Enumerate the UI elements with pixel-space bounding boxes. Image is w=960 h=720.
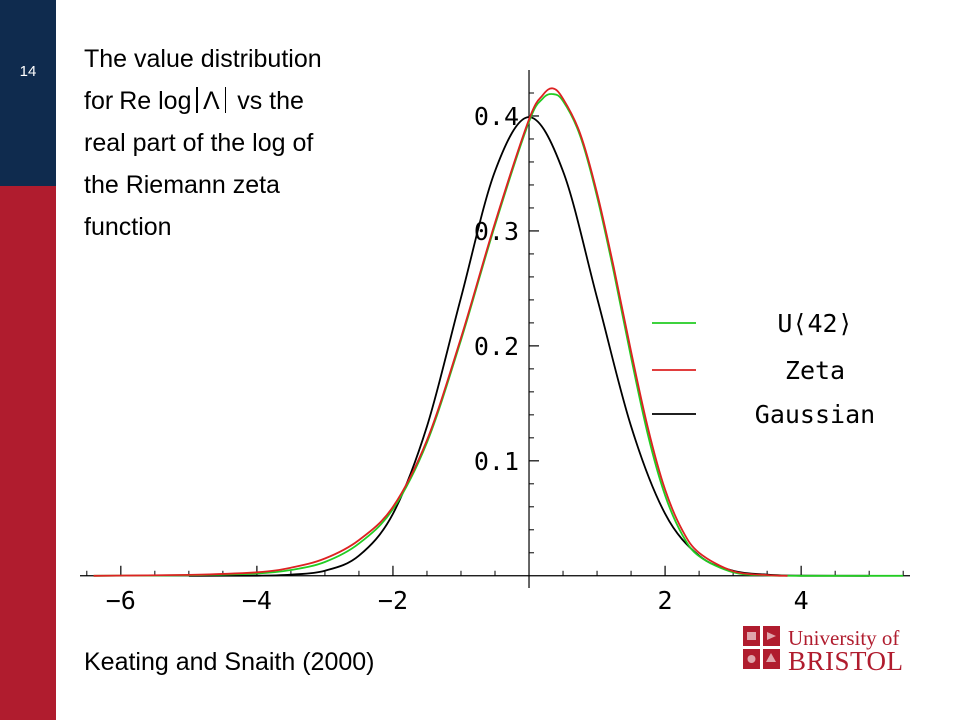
formula-abs-bar-left bbox=[196, 87, 198, 113]
x-tick-label: 2 bbox=[658, 586, 673, 615]
legend-label: Zeta bbox=[785, 356, 845, 385]
y-tick-label: 0.2 bbox=[474, 332, 519, 361]
formula-abs-bar-right bbox=[224, 87, 227, 113]
series-line-zeta bbox=[93, 87, 788, 577]
logo-text-university-of: University of bbox=[788, 626, 900, 650]
formula-re-log-lambda: Re log Λ bbox=[119, 80, 231, 122]
bristol-crest-icon bbox=[743, 626, 780, 669]
citation: Keating and Snaith (2000) bbox=[84, 648, 375, 676]
x-tick-label: 4 bbox=[794, 586, 809, 615]
x-tick-label: −6 bbox=[106, 586, 136, 615]
y-ticks: 0.10.20.30.4 bbox=[474, 92, 540, 554]
x-tick-label: −2 bbox=[378, 586, 408, 615]
x-tick-label: −4 bbox=[242, 586, 272, 615]
formula-lambda: Λ bbox=[202, 87, 220, 115]
y-tick-label: 0.1 bbox=[474, 447, 519, 476]
description-line-4: the Riemann zeta bbox=[84, 171, 280, 199]
formula-log: log bbox=[158, 87, 192, 115]
chart-series bbox=[93, 87, 904, 577]
description-line-5: function bbox=[84, 213, 172, 241]
legend-label: U⟨42⟩ bbox=[777, 309, 852, 338]
sidebar-bottom-band bbox=[0, 186, 56, 720]
chart-legend: U⟨42⟩ Zeta Gaussian bbox=[652, 309, 875, 429]
description-vs-the: vs the bbox=[237, 87, 304, 115]
series-line-u-42 bbox=[93, 93, 904, 577]
logo-text-bristol: BRISTOL bbox=[788, 646, 904, 676]
university-logo: University of BRISTOL bbox=[742, 624, 922, 676]
description-line-1: The value distribution bbox=[84, 45, 322, 73]
slide-number: 14 bbox=[19, 63, 37, 80]
sidebar-top-band bbox=[0, 0, 56, 186]
formula-re: Re bbox=[119, 87, 152, 115]
description-for: for bbox=[84, 87, 114, 115]
x-ticks: −6 −4 −2 2 4 bbox=[86, 565, 904, 615]
legend-label: Gaussian bbox=[755, 400, 875, 429]
y-tick-label: 0.4 bbox=[474, 102, 519, 131]
description-line-3: real part of the log of bbox=[84, 129, 314, 157]
